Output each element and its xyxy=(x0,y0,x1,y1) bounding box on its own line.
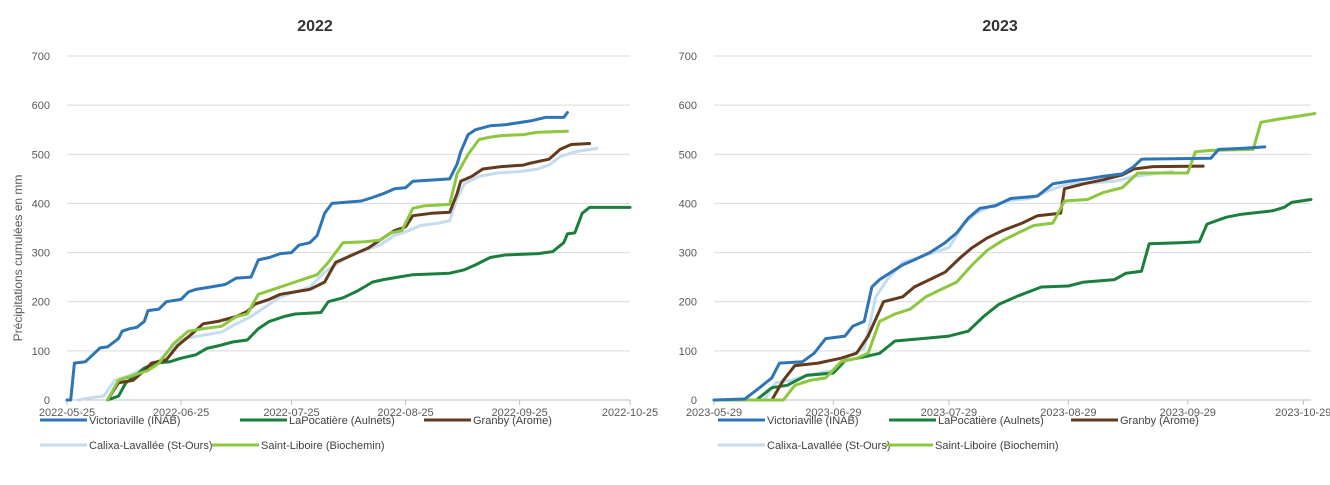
y-tick-label: 700 xyxy=(32,51,50,63)
y-tick-label: 400 xyxy=(679,198,697,210)
y-tick-label: 200 xyxy=(32,297,50,309)
x-tick-label: 2022-09-25 xyxy=(491,407,547,419)
y-tick-label: 300 xyxy=(32,248,50,260)
legend-label: Granby (Arome) xyxy=(1120,415,1199,427)
x-tick-label: 2022-08-25 xyxy=(377,407,433,419)
y-tick-label: 100 xyxy=(679,346,697,358)
series-line-victo xyxy=(712,145,1267,402)
x-tick-label: 2022-05-25 xyxy=(39,407,95,419)
legend-label: LaPocatière (Aulnets) xyxy=(938,415,1044,427)
series-line-granby xyxy=(106,142,591,402)
series-line-lapoc xyxy=(712,198,1313,402)
y-tick-label: 600 xyxy=(679,100,697,112)
y-tick-label: 0 xyxy=(44,395,50,407)
x-tick-label: 2023-09-29 xyxy=(1160,407,1216,419)
y-tick-label: 400 xyxy=(32,198,50,210)
legend-label: LaPocatière (Aulnets) xyxy=(289,415,395,427)
x-tick-label: 2023-07-29 xyxy=(921,407,977,419)
y-tick-label: 600 xyxy=(32,100,50,112)
x-tick-label: 2022-10-25 xyxy=(602,407,658,419)
x-tick-label: 2023-10-29 xyxy=(1275,407,1330,419)
x-tick-label: 2022-07-25 xyxy=(263,407,319,419)
y-tick-label: 700 xyxy=(679,51,697,63)
legend-label: Granby (Arome) xyxy=(473,415,552,427)
legend-label: Saint-Liboire (Biochemin) xyxy=(261,440,385,452)
series-line-lapoc xyxy=(106,205,632,402)
y-tick-label: 500 xyxy=(679,149,697,161)
x-tick-label: 2022-06-25 xyxy=(153,407,209,419)
y-tick-label: 300 xyxy=(679,248,697,260)
x-tick-label: 2023-05-29 xyxy=(686,407,742,419)
chart-title: 2022 xyxy=(297,18,333,35)
legend-label: Victoriaville (INAB) xyxy=(89,415,181,427)
chart-panel-2023: 2023 0 100 200 300 400 500 600 700 2023-05-29 2023… xyxy=(679,18,1330,452)
legend-label: Calixa-Lavallée (St-Ours) xyxy=(89,440,212,452)
y-tick-label: 500 xyxy=(32,149,50,161)
chart-panel-2022: 2022 0 100 200 300 400 500 600 700 2022-05-25 2022… xyxy=(11,18,658,452)
y-axis-label: Précipitations cumulées en mm xyxy=(11,175,25,342)
chart-title: 2023 xyxy=(982,18,1018,35)
y-tick-label: 200 xyxy=(679,297,697,309)
legend-label: Saint-Liboire (Biochemin) xyxy=(935,440,1059,452)
series-line-liboire xyxy=(106,129,569,402)
series-line-calixa xyxy=(712,170,1174,402)
x-tick-label: 2023-06-29 xyxy=(805,407,861,419)
x-tick-label: 2023-08-29 xyxy=(1040,407,1096,419)
series-line-victo xyxy=(65,111,569,402)
y-tick-label: 100 xyxy=(32,346,50,358)
y-tick-label: 0 xyxy=(691,395,697,407)
series-line-granby xyxy=(712,164,1205,402)
series-line-liboire xyxy=(712,112,1317,402)
legend-label: Calixa-Lavallée (St-Ours) xyxy=(767,440,890,452)
legend-label: Victoriaville (INAB) xyxy=(767,415,859,427)
